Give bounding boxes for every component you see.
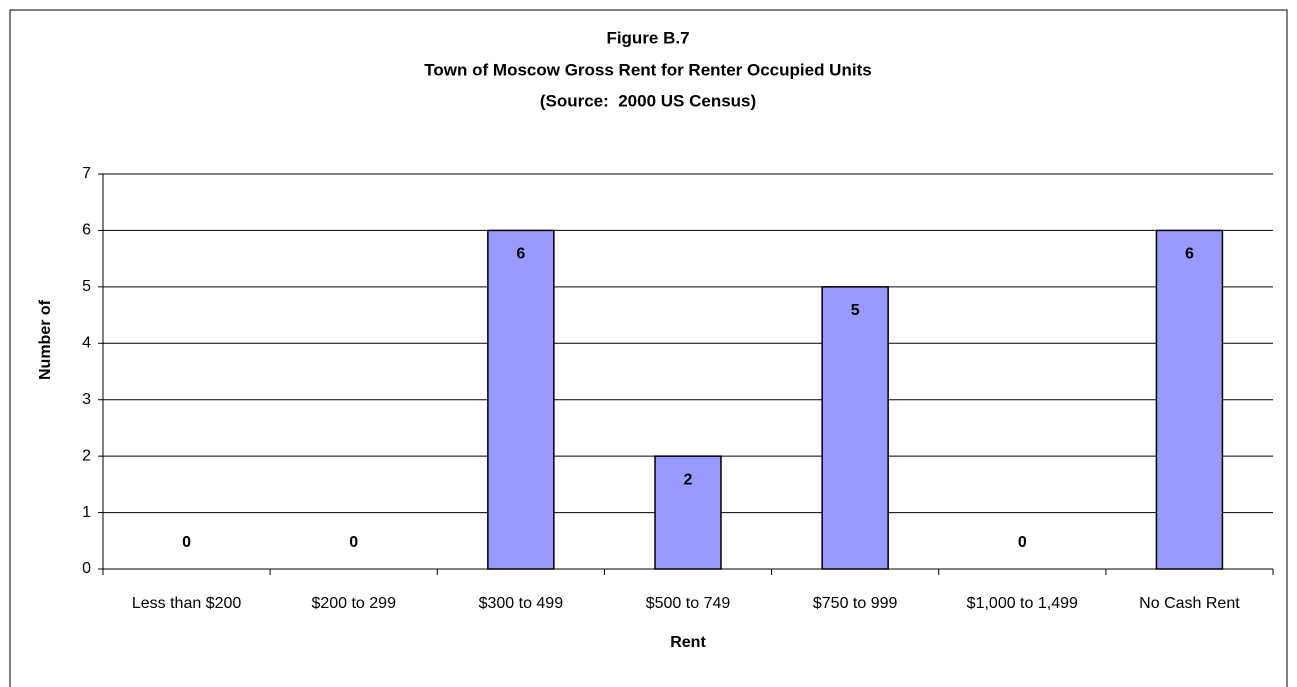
value-label: 6 (1185, 246, 1194, 263)
x-tick-label: $750 to 999 (813, 595, 898, 612)
x-tick-label: $500 to 749 (646, 595, 731, 612)
y-tick-label: 5 (82, 278, 91, 295)
bar (487, 229, 555, 570)
y-tick-label: 2 (82, 447, 91, 464)
chart-note: (Source: 2000 US Census) (540, 91, 756, 110)
y-tick-label: 1 (82, 504, 91, 521)
x-tick-label: $200 to 299 (311, 595, 396, 612)
x-tick-label: $1,000 to 1,499 (967, 595, 1078, 612)
y-tick-label: 3 (82, 391, 91, 408)
bar (821, 286, 889, 570)
value-label: 2 (684, 471, 693, 488)
x-tick-label: Less than $200 (132, 595, 242, 612)
value-label: 6 (516, 246, 525, 263)
y-tick-label: 4 (82, 335, 91, 352)
y-tick-label: 0 (82, 560, 91, 577)
chart-frame (9, 9, 1288, 687)
value-label: 5 (851, 302, 860, 319)
value-label: 0 (182, 534, 191, 551)
y-tick-label: 6 (82, 222, 91, 239)
x-tick-label: $300 to 499 (479, 595, 564, 612)
x-axis-label: Rent (670, 634, 706, 651)
chart-title: Figure B.7 (606, 28, 689, 47)
bar (654, 455, 722, 570)
value-label: 0 (349, 534, 358, 551)
bar (1155, 229, 1224, 570)
x-tick-label: No Cash Rent (1139, 595, 1240, 612)
chart-subtitle: Town of Moscow Gross Rent for Renter Occ… (424, 60, 871, 79)
value-label: 0 (1018, 534, 1027, 551)
y-tick-label: 7 (82, 165, 91, 182)
y-axis-label: Number of (37, 299, 54, 380)
